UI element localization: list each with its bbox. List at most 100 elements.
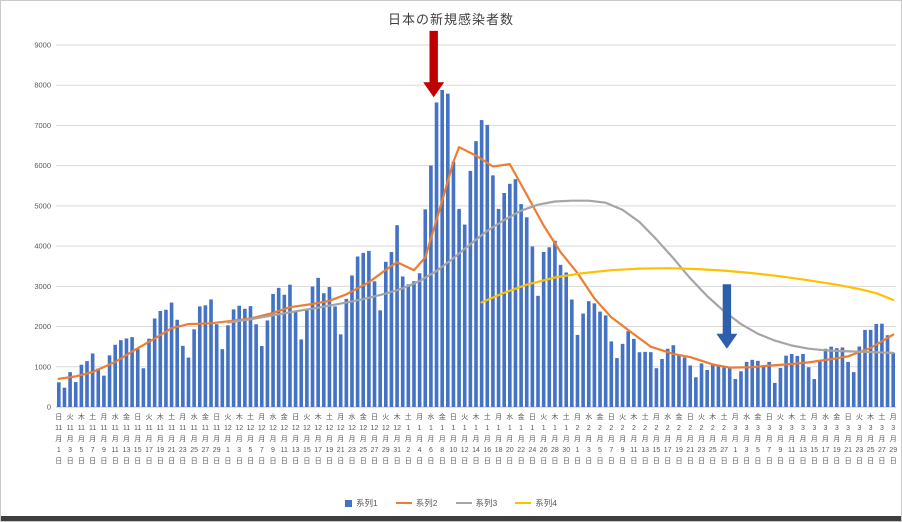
x-tick-label: 11 <box>157 425 164 432</box>
bar <box>496 208 501 407</box>
x-tick-label: 月 <box>349 435 356 443</box>
x-tick-label: 11 <box>168 425 175 432</box>
x-tick-label: 日 <box>642 457 649 465</box>
bar <box>214 324 219 407</box>
bar <box>417 273 422 407</box>
x-tick-label: 3 <box>767 425 771 432</box>
bar <box>857 346 862 407</box>
x-tick-label: 月 <box>585 435 592 443</box>
x-tick-label: 月 <box>642 435 649 443</box>
x-tick-label: 水 <box>112 412 119 421</box>
x-tick-label: 日 <box>709 457 716 465</box>
x-tick-label: 21 <box>844 447 852 454</box>
x-tick-label: 21 <box>686 447 694 454</box>
bar <box>85 361 89 407</box>
x-tick-label: 19 <box>675 447 683 454</box>
legend-item-series3[interactable]: 系列3 <box>455 497 497 509</box>
x-tick-label: 3 <box>891 425 895 432</box>
bar <box>333 306 337 407</box>
x-tick-label: 月 <box>484 435 491 443</box>
bar <box>293 310 298 407</box>
bar <box>147 338 151 407</box>
x-tick-label: 金 <box>597 412 604 421</box>
bar <box>124 338 129 407</box>
x-tick-label: 月 <box>563 435 570 443</box>
bar <box>818 361 822 407</box>
x-tick-label: 1 <box>508 425 512 432</box>
bar <box>806 367 811 407</box>
x-tick-label: 水 <box>585 412 592 421</box>
x-tick-label: 月 <box>732 435 739 443</box>
bar <box>288 284 292 407</box>
x-tick-label: 月 <box>213 435 220 443</box>
bar <box>671 345 676 407</box>
x-tick-label: 日 <box>382 457 389 465</box>
bar <box>761 365 766 407</box>
x-tick-label: 日 <box>337 457 344 465</box>
x-tick-label: 月 <box>371 435 378 443</box>
bar <box>632 338 636 407</box>
x-tick-label: 月 <box>630 435 637 443</box>
bar <box>705 369 709 407</box>
x-tick-label: 金 <box>360 412 367 421</box>
bar <box>389 252 394 407</box>
bar <box>220 349 225 407</box>
x-tick-label: 1 <box>451 425 455 432</box>
x-tick-label: 3 <box>237 447 241 454</box>
x-tick-label: 11 <box>112 425 119 432</box>
x-tick-label: 11 <box>630 447 637 454</box>
bar <box>79 364 84 407</box>
bar <box>772 382 777 407</box>
bar <box>102 375 106 407</box>
x-tick-label: 日 <box>495 457 502 465</box>
series2-line-swatch <box>395 501 412 505</box>
x-tick-label: 日 <box>349 457 356 465</box>
x-tick-label: 7 <box>260 447 264 454</box>
bar <box>688 365 693 407</box>
x-tick-label: 日 <box>450 413 457 421</box>
x-tick-label: 土 <box>563 412 570 421</box>
x-tick-label: 12 <box>337 425 345 432</box>
bar <box>327 287 332 407</box>
x-tick-label: 12 <box>371 425 379 432</box>
x-tick-label: 15 <box>810 447 818 454</box>
bar <box>581 313 585 407</box>
x-tick-label: 金 <box>439 412 446 421</box>
x-tick-label: 火 <box>382 413 389 421</box>
x-tick-label: 月 <box>856 435 863 443</box>
x-tick-label: 月 <box>292 435 299 443</box>
x-tick-label: 1 <box>57 447 61 454</box>
x-tick-label: 月 <box>518 435 525 443</box>
legend-item-series2[interactable]: 系列2 <box>395 497 438 509</box>
bar <box>812 379 817 407</box>
x-tick-label: 日 <box>123 457 130 465</box>
x-tick-label: 21 <box>337 447 345 454</box>
x-tick-label: 日 <box>67 457 74 465</box>
bar <box>282 294 287 407</box>
x-tick-label: 3 <box>880 425 884 432</box>
line-系列2 <box>57 146 895 380</box>
x-tick-label: 日 <box>134 413 141 421</box>
x-tick-label: 17 <box>822 447 830 454</box>
bar <box>880 323 884 407</box>
x-tick-label: 日 <box>754 457 761 465</box>
x-tick-label: 日 <box>450 457 457 465</box>
bar <box>699 363 704 407</box>
x-tick-label: 17 <box>314 447 322 454</box>
x-tick-label: 月 <box>732 413 739 421</box>
bar <box>316 277 320 407</box>
x-tick-label: 日 <box>597 457 604 465</box>
x-tick-label: 1 <box>553 425 557 432</box>
legend-item-series1[interactable]: 系列1 <box>345 497 378 509</box>
x-tick-label: 1 <box>406 425 410 432</box>
bar <box>265 320 270 407</box>
x-tick-label: 月 <box>540 435 547 443</box>
x-tick-label: 23 <box>179 447 187 454</box>
x-tick-label: 11 <box>89 425 96 432</box>
x-tick-label: 火 <box>67 413 74 421</box>
x-tick-label: 土 <box>642 412 649 421</box>
legend-item-series4[interactable]: 系列4 <box>515 497 557 509</box>
x-tick-label: 月 <box>179 413 186 421</box>
x-tick-label: 11 <box>55 425 62 432</box>
bar <box>553 240 557 407</box>
